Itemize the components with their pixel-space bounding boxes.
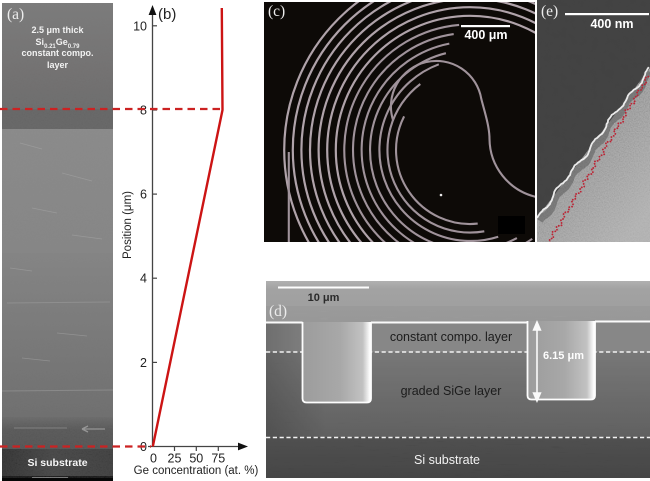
svg-text:25: 25 (168, 452, 182, 466)
svg-text:Ge concentration (at. %): Ge concentration (at. %) (134, 465, 259, 477)
svg-text:(b): (b) (158, 6, 176, 23)
svg-text:2: 2 (140, 356, 147, 370)
svg-text:Position (μm): Position (μm) (122, 191, 134, 259)
svg-text:4: 4 (140, 272, 147, 286)
svg-text:75: 75 (211, 452, 225, 466)
svg-text:6: 6 (140, 188, 147, 202)
svg-text:8: 8 (140, 104, 147, 118)
svg-text:50: 50 (189, 452, 203, 466)
svg-text:10: 10 (133, 19, 147, 33)
svg-text:0: 0 (150, 452, 157, 466)
